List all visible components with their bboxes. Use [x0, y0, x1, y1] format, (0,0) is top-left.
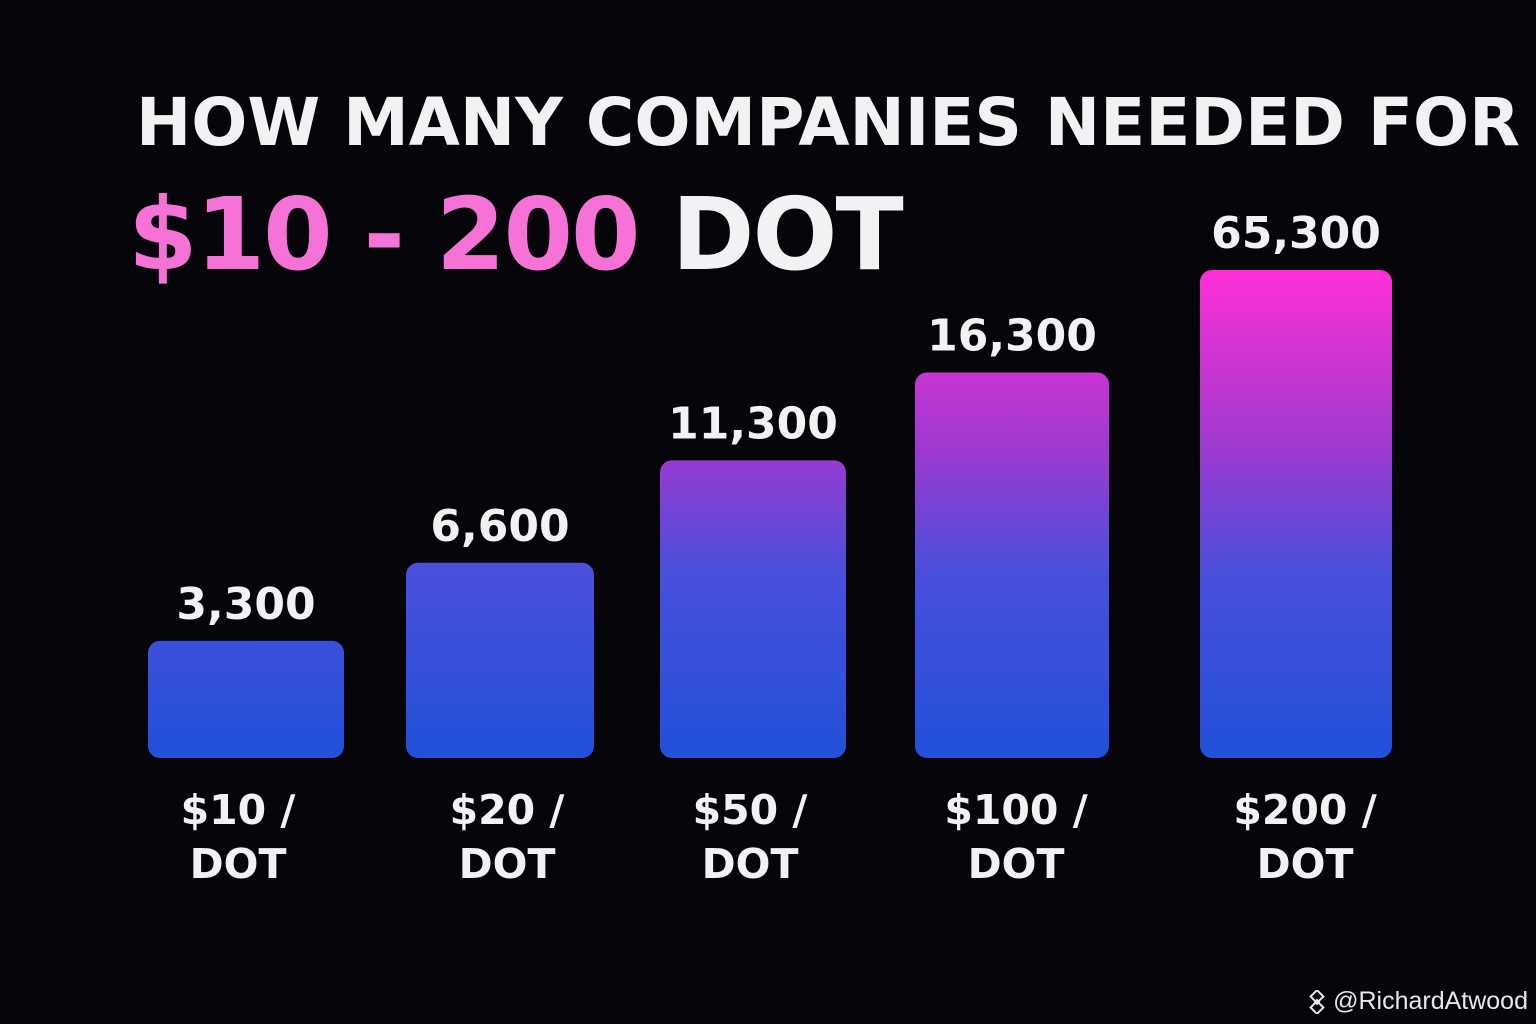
category-label-2-line-2: DOT: [459, 840, 556, 888]
bar-4: [915, 372, 1109, 758]
category-label-1-line-1: $10 /: [181, 786, 296, 834]
chart-title-line-2: $10 - 200 DOT: [128, 176, 904, 293]
bar-2: [406, 562, 594, 758]
diamond-logo-icon: [1309, 989, 1325, 1014]
watermark: @RichardAtwood: [1305, 987, 1528, 1016]
bar-value-label-5: 65,300: [1211, 208, 1381, 259]
bar-value-label-2: 6,600: [430, 501, 569, 552]
chart-title-token: DOT: [671, 176, 903, 293]
watermark-handle: @RichardAtwood: [1333, 987, 1528, 1015]
bar-5: [1200, 270, 1392, 758]
category-label-5-line-2: DOT: [1257, 840, 1354, 888]
bar-value-label-1: 3,300: [176, 579, 315, 630]
bar-value-label-4: 16,300: [927, 310, 1097, 361]
category-label-3-line-2: DOT: [702, 840, 799, 888]
category-label-2-line-1: $20 /: [450, 786, 565, 834]
category-label-3-line-1: $50 /: [693, 786, 808, 834]
chart-title-line-1: HOW MANY COMPANIES NEEDED FOR: [136, 84, 1520, 161]
bar-3: [660, 460, 846, 758]
chart-title-price-range: $10 - 200: [128, 176, 641, 293]
bar-1: [148, 640, 344, 758]
category-label-4-line-2: DOT: [968, 840, 1065, 888]
category-label-4-line-1: $100 /: [944, 786, 1087, 834]
category-label-5-line-1: $200 /: [1233, 786, 1376, 834]
bar-value-label-3: 11,300: [668, 398, 838, 449]
category-label-1-line-2: DOT: [190, 840, 287, 888]
